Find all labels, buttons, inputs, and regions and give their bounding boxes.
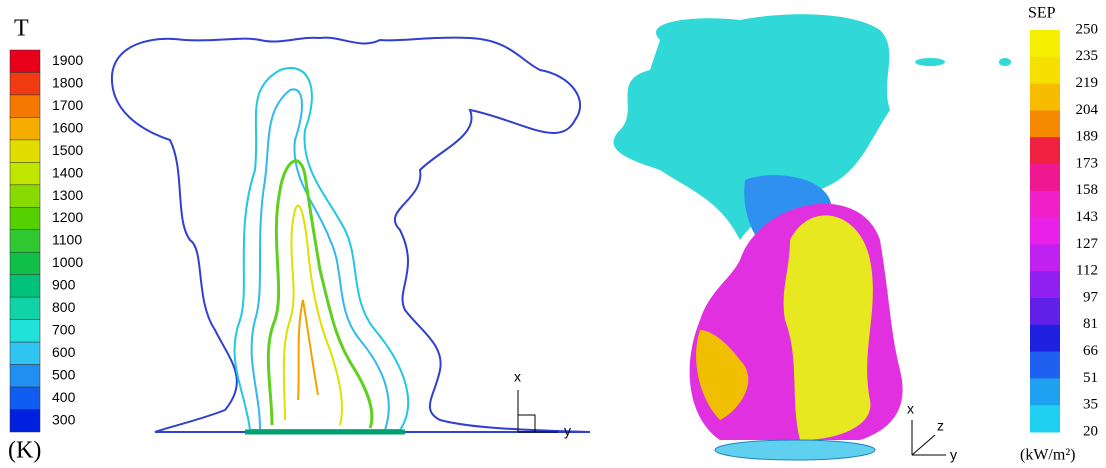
colorbar-label: 66 [1083,343,1099,359]
colorbar-cell [10,207,40,229]
colorbar-label: 1400 [52,164,83,180]
contour-band [284,206,342,425]
colorbar-cell [10,410,40,432]
colorbar-cell [1030,137,1060,164]
cyan-region [999,58,1011,66]
axis-label: z [937,418,944,434]
legend-unit: (K) [8,438,41,464]
colorbar-label: 700 [52,322,76,338]
colorbar-label: 1500 [52,142,83,158]
axis-label: y [950,447,957,463]
cyan-region [915,58,945,66]
colorbar-cell [1030,110,1060,137]
colorbar-label: 1800 [52,74,83,90]
colorbar-label: 204 [1076,102,1099,118]
colorbar-label: 300 [52,411,76,427]
contour-band [298,300,318,400]
colorbar-label: 600 [52,344,76,360]
colorbar-cell [10,117,40,139]
colorbar-label: 900 [52,277,76,293]
colorbar-cell [10,185,40,207]
axis-label: x [907,401,914,417]
colorbar-cell [10,230,40,252]
axis-label: x [514,369,521,385]
colorbar-label: 400 [52,389,76,405]
axis-triad [518,390,558,432]
colorbar-label: 143 [1076,209,1099,225]
colorbar-label: 800 [52,299,76,315]
colorbar-label: 1900 [52,52,83,68]
colorbar-cell [1030,352,1060,379]
colorbar-label: 1100 [52,232,82,248]
colorbar-cell [1030,298,1060,325]
colorbar-label: 127 [1076,236,1099,252]
colorbar-label: 1000 [52,254,83,270]
colorbar-label: 97 [1083,289,1099,305]
colorbar-label: 1300 [52,187,83,203]
figure-canvas: x y x z y T (K) SEP (kW/m²) 1900 1800 1700… [0,0,1106,468]
colorbar-label: 189 [1076,129,1099,145]
legend-unit: (kW/m²) [1020,447,1075,464]
colorbar-cell [10,275,40,297]
colorbar-cell [10,320,40,342]
colorbar-cell [1030,84,1060,111]
colorbar-cell [1030,57,1060,84]
colorbar-label: 219 [1076,75,1099,91]
colorbar-cell [10,95,40,117]
colorbar-cell [10,252,40,274]
colorbar-cell [10,387,40,409]
colorbar-label: 35 [1083,397,1098,413]
colorbar-cell [1030,191,1060,218]
colorbar-cell [10,72,40,94]
contour-band [252,89,389,430]
figure: x y x z y T (K) SEP (kW/m²) 1900 1800 1700… [0,0,1106,468]
base-disk [715,440,875,460]
axis-line [912,435,935,455]
colorbar-label: 81 [1083,316,1098,332]
colorbar-label: 235 [1076,48,1099,64]
colorbar-label: 500 [52,367,76,383]
colorbar-cell [10,342,40,364]
colorbar-label: 20 [1083,423,1098,439]
colorbar-label: 158 [1076,182,1099,198]
colorbar-label: 1200 [52,209,83,225]
colorbar-cell [1030,218,1060,245]
colorbar-label: 173 [1076,155,1099,171]
colorbar-cell [10,140,40,162]
isosurface [614,14,1011,460]
colorbar-cell [1030,378,1060,405]
colorbar-cell [10,162,40,184]
colorbar-label: 250 [1076,21,1099,37]
yellow-region [784,215,873,440]
colorbar-cell [1030,164,1060,191]
colorbar-cell [1030,30,1060,57]
colorbar-label: 1700 [52,97,83,113]
colorbar-label: 1600 [52,119,83,135]
colorbar-cell [1030,271,1060,298]
colorbar-cell [10,365,40,387]
legend-title: SEP [1028,5,1056,22]
colorbar-cell [10,50,40,72]
colorbar-cell [1030,325,1060,352]
colorbar-cell [1030,244,1060,271]
colorbar-cell [1030,405,1060,432]
colorbar-label: 112 [1076,263,1098,279]
axis-label: y [564,423,571,439]
legend-title: T [14,16,29,42]
colorbar-label: 51 [1083,370,1098,386]
colorbar-cell [10,297,40,319]
